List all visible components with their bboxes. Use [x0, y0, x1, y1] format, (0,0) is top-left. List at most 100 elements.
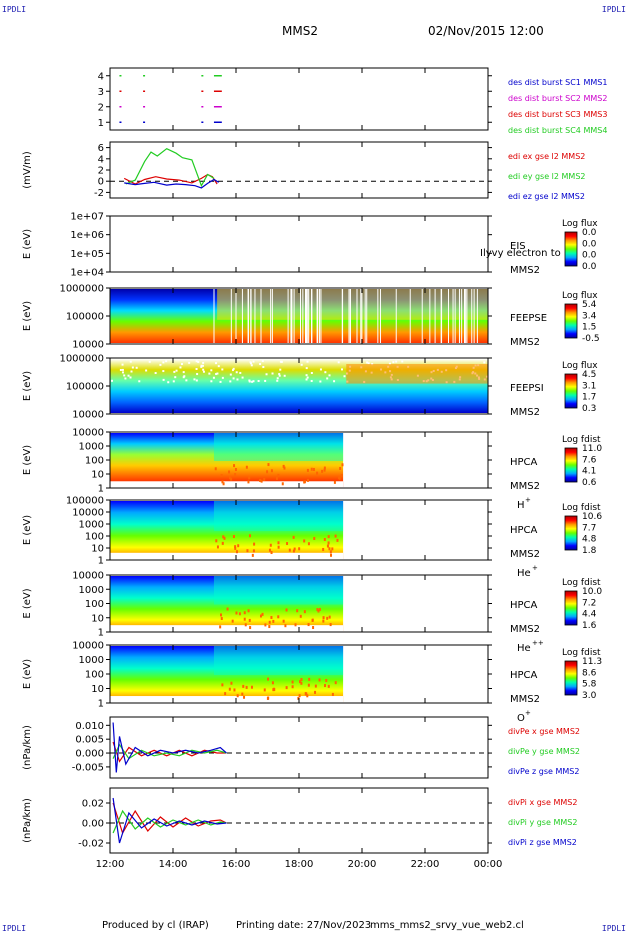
spectrogram-hpca-h-speckle	[222, 482, 225, 486]
legend-entry: edi ez gse l2 MMS2	[508, 192, 585, 201]
legend-entry: des dist burst SC2 MMS2	[508, 94, 607, 103]
spectrogram-hpca-he-mask	[110, 552, 344, 560]
spectrogram-hpca-o-speckle	[242, 684, 245, 688]
spectrogram-hpca-he-speckle	[327, 541, 330, 545]
spectrogram-feepsi-speckle	[129, 376, 132, 379]
spectrogram-feepsi-speckle	[278, 373, 281, 376]
spectrogram-hpca-he2-speckle	[261, 612, 264, 616]
spectrogram-feepsi-speckle	[174, 376, 177, 379]
spectrogram-hpca-he-speckle	[277, 545, 280, 549]
spectrogram-hpca-h-speckle	[306, 468, 309, 472]
spectrogram-hpca-he2-speckle	[328, 615, 331, 619]
spectrogram-feepsi-speckle	[319, 380, 322, 383]
spectrogram-hpca-he2-mask	[110, 625, 344, 632]
panel-eis: 1e+07 1e+06 1e+05 1e+04 E (eV) EIS MMS2 Ilyvy e…	[22, 212, 598, 279]
spectrogram-hpca-he2-speckle	[322, 616, 325, 620]
y-tick-label: 0.000	[75, 749, 104, 760]
y-tick-label: 10000	[72, 410, 104, 421]
y-axis-label: E (eV)	[22, 229, 33, 259]
corner-label-bottom-left: IPDLI	[2, 924, 27, 933]
y-tick-label: 1000	[79, 655, 104, 666]
spectrogram-hpca-h-speckle	[267, 463, 270, 467]
spectrogram-hpca-he2-speckle	[264, 623, 267, 627]
spectrogram-feepsi-speckle	[135, 366, 138, 369]
y-tick-label: 0	[98, 177, 104, 188]
spectrogram-hpca-he-speckle	[270, 551, 273, 555]
spectrogram-hpca-h-speckle	[234, 473, 237, 477]
spectrogram-feepsi-speckle	[130, 370, 133, 373]
y-tick-label: 2	[98, 102, 104, 113]
x-tick-label: 16:00	[222, 859, 251, 870]
spectrogram-hpca-h-speckle	[260, 479, 263, 483]
colorbar-label: 4.8	[582, 535, 597, 545]
spectrogram-hpca-he2-speckle	[219, 625, 222, 629]
spectrogram-hpca-h-speckle	[340, 474, 343, 478]
spectrogram-hpca-h-speckle	[233, 464, 236, 468]
instrument-label: EIS	[510, 241, 526, 252]
spectrogram-feepsi-speckle	[305, 378, 308, 381]
panel-frame-divpi	[109, 787, 489, 854]
y-tick-label: 1000	[79, 442, 104, 453]
spectrogram-feepsi-speckle	[341, 368, 344, 371]
spectrogram-hpca-he2-speckle	[272, 619, 275, 623]
spectrogram-hpca-h-speckle	[323, 466, 326, 470]
spectrogram-hpca-he-speckle	[292, 549, 295, 553]
spectrogram-feepsi-speckle	[324, 371, 327, 374]
spectrogram-hpca-h-speckle	[214, 467, 217, 471]
spectrogram-hpca-he-speckle	[326, 544, 329, 548]
spectrogram-feepsi-speckle	[172, 380, 175, 383]
spectrogram-feepsi-speckle	[185, 379, 188, 382]
spectrogram-feepsi-speckle	[196, 373, 199, 376]
spectrogram-feepsi-speckle	[145, 369, 148, 372]
spacecraft-label: MMS2	[510, 624, 540, 635]
spectrogram-feepsi-speckle	[276, 377, 279, 380]
y-tick-label: 10	[91, 684, 104, 695]
spectrogram-feepsi-speckle	[200, 365, 203, 368]
y-tick-label: 10	[91, 544, 104, 555]
spectrogram-feepsi-speckle	[483, 361, 486, 364]
colorbar-title: Log fdist	[562, 578, 601, 588]
spectrogram-feepsi-patch	[346, 364, 488, 384]
spectrogram-feepsi-speckle	[235, 371, 238, 374]
colorbar-label: 0.0	[582, 251, 597, 261]
y-tick-label: 1000	[79, 520, 104, 531]
spectrogram-hpca-o-speckle	[230, 681, 233, 685]
spectrogram-hpca-he-speckle	[248, 534, 251, 538]
spectrogram-hpca-he2	[110, 576, 344, 631]
spectrogram-hpca-he2-speckle	[285, 608, 288, 612]
series-line	[112, 802, 227, 835]
species-label: H	[517, 500, 525, 511]
spectrogram-feepsi-speckle	[395, 360, 398, 363]
y-axis-label: E (eV)	[22, 515, 33, 545]
spectrogram-hpca-he2-speckle	[282, 619, 285, 623]
spectrogram-hpca-he-speckle	[298, 547, 301, 551]
spectrogram-feepsi-speckle	[310, 371, 313, 374]
spectrogram-hpca-h-speckle	[247, 480, 250, 484]
spectrogram-feepsi-speckle	[159, 363, 162, 366]
spectrogram-hpca-o-speckle	[241, 692, 244, 696]
spectrogram-feepsi-speckle	[219, 380, 222, 383]
spectrogram-hpca-he-speckle	[268, 548, 271, 552]
y-axis-label: (nPa/km)	[22, 725, 33, 770]
spectrogram-hpca-he2-speckle	[299, 614, 302, 618]
spectrogram-hpca-o-speckle	[221, 683, 224, 687]
legend-entry: divPe z gse MMS2	[508, 767, 579, 776]
legend-entry: divPi x gse MMS2	[508, 798, 577, 807]
colorbar-label: 10.0	[582, 587, 602, 597]
y-tick-label: 1e+07	[70, 212, 104, 223]
spectrogram-feepsi-speckle	[121, 371, 124, 374]
spectrogram-feepsi-speckle	[221, 368, 224, 371]
panel-hpca-o: 10000 1000 100 10 1 E (eV) HPCA MMS2 O + Log fdist…	[22, 641, 602, 725]
spectrogram-hpca-he2-patch	[213, 576, 344, 605]
colorbar-label: 1.6	[582, 621, 597, 631]
spectrogram-hpca-h-speckle	[321, 469, 324, 473]
spectrogram-hpca-he-speckle	[237, 544, 240, 548]
spectrogram-hpca-o-speckle	[299, 680, 302, 684]
spectrogram-hpca-o-speckle	[304, 692, 307, 696]
colorbar-title: Log flux	[562, 219, 598, 229]
spectrogram-hpca-he-speckle	[330, 553, 333, 557]
colorbar-label: 0.3	[582, 404, 596, 414]
spectrogram-hpca-he2-speckle	[312, 626, 315, 630]
